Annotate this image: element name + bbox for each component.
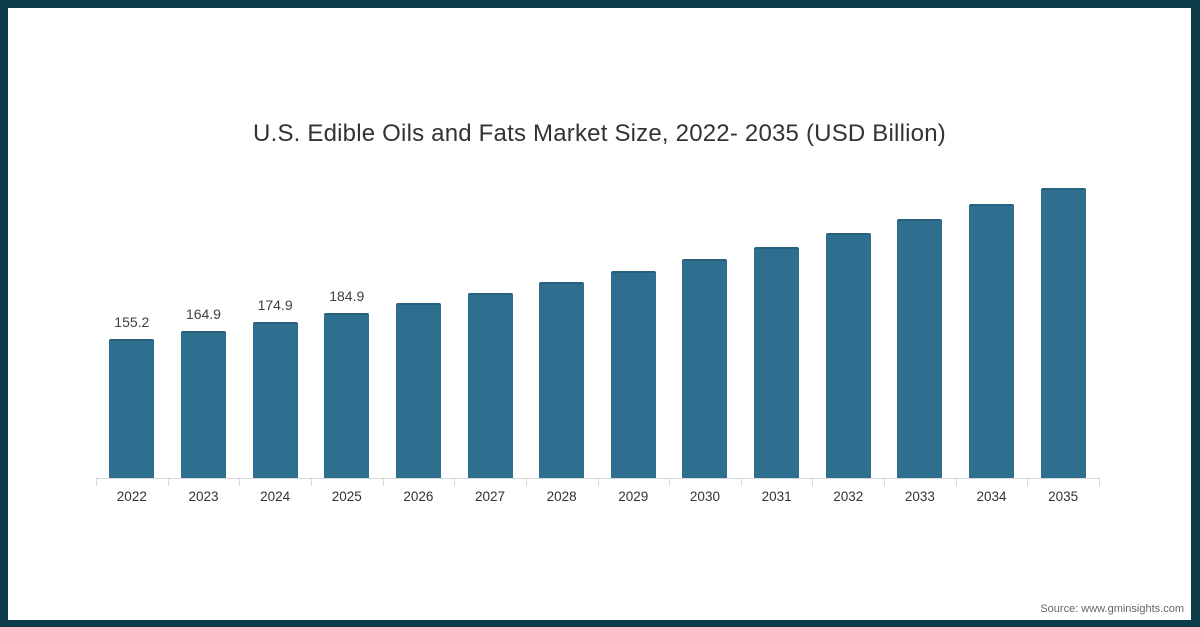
x-axis-tick xyxy=(669,478,671,486)
bar-value-label: 164.9 xyxy=(185,306,221,322)
bar-group-2025: 184.9 xyxy=(311,180,383,478)
x-axis-tick xyxy=(884,478,886,486)
x-label-2022: 2022 xyxy=(116,489,147,504)
bar-group-2033 xyxy=(884,180,956,478)
bars-container: 155.2 164.9 174.9 184.9 xyxy=(96,180,1099,478)
x-axis-tick xyxy=(1027,478,1029,486)
bar-value-label: 184.9 xyxy=(329,288,365,304)
bar-2033 xyxy=(897,219,943,478)
x-label-2024: 2024 xyxy=(260,489,291,504)
bar-2030 xyxy=(682,259,728,478)
x-label-2023: 2023 xyxy=(188,489,219,504)
bar-2026 xyxy=(395,303,441,478)
x-axis-tick xyxy=(167,478,169,486)
x-label-2033: 2033 xyxy=(904,489,935,504)
bar-value-label: 174.9 xyxy=(257,297,293,313)
bar-group-2030 xyxy=(669,180,741,478)
bar-group-2029 xyxy=(597,180,669,478)
x-axis-tick xyxy=(955,478,957,486)
bar-2031 xyxy=(754,247,800,478)
bar-2025 xyxy=(324,313,370,478)
bar-value-label: 155.2 xyxy=(114,314,150,330)
plot-area: 155.2 164.9 174.9 184.9 xyxy=(96,180,1099,478)
bar-2028 xyxy=(539,282,585,478)
bar-group-2035 xyxy=(1027,180,1099,478)
chart-title: U.S. Edible Oils and Fats Market Size, 2… xyxy=(253,120,946,147)
x-label-2035: 2035 xyxy=(1048,489,1079,504)
bar-group-2022: 155.2 xyxy=(96,180,168,478)
x-axis-tick xyxy=(310,478,312,486)
bar-2022 xyxy=(109,339,155,478)
bar-2029 xyxy=(610,271,656,478)
x-axis-tick xyxy=(740,478,742,486)
bar-group-2032 xyxy=(812,180,884,478)
bar-2032 xyxy=(825,233,871,478)
bar-group-2024: 174.9 xyxy=(239,180,311,478)
x-axis-tick xyxy=(382,478,384,486)
bar-2034 xyxy=(969,204,1014,478)
x-label-2028: 2028 xyxy=(546,489,577,504)
source-credit: Source: www.gminsights.com xyxy=(1040,603,1184,615)
bar-group-2023: 164.9 xyxy=(168,180,240,478)
bar-group-2034 xyxy=(956,180,1028,478)
x-label-2026: 2026 xyxy=(403,489,434,504)
bar-group-2031 xyxy=(741,180,813,478)
bar-group-2026 xyxy=(383,180,455,478)
x-label-2034: 2034 xyxy=(976,489,1007,504)
x-label-2031: 2031 xyxy=(761,489,792,504)
bar-2027 xyxy=(467,293,513,478)
x-label-2029: 2029 xyxy=(618,489,649,504)
x-label-2030: 2030 xyxy=(689,489,720,504)
x-axis-tick xyxy=(454,478,456,486)
x-axis-tick xyxy=(1099,478,1100,486)
x-axis-tick xyxy=(525,478,527,486)
x-axis-tick xyxy=(812,478,814,486)
x-label-2027: 2027 xyxy=(475,489,506,504)
x-axis-ticks xyxy=(96,478,1100,487)
x-axis-tick xyxy=(597,478,599,486)
bar-2023 xyxy=(180,331,226,478)
x-axis-tick xyxy=(96,478,97,486)
x-axis-labels: 2022 2023 2024 2025 2026 2027 2028 2029 2030 2031… xyxy=(96,489,1099,504)
x-axis-tick xyxy=(239,478,241,486)
bar-2024 xyxy=(252,322,298,478)
bar-group-2028 xyxy=(526,180,598,478)
x-label-2025: 2025 xyxy=(331,489,362,504)
x-label-2032: 2032 xyxy=(833,489,864,504)
bar-group-2027 xyxy=(454,180,526,478)
bar-2035 xyxy=(1040,188,1086,478)
